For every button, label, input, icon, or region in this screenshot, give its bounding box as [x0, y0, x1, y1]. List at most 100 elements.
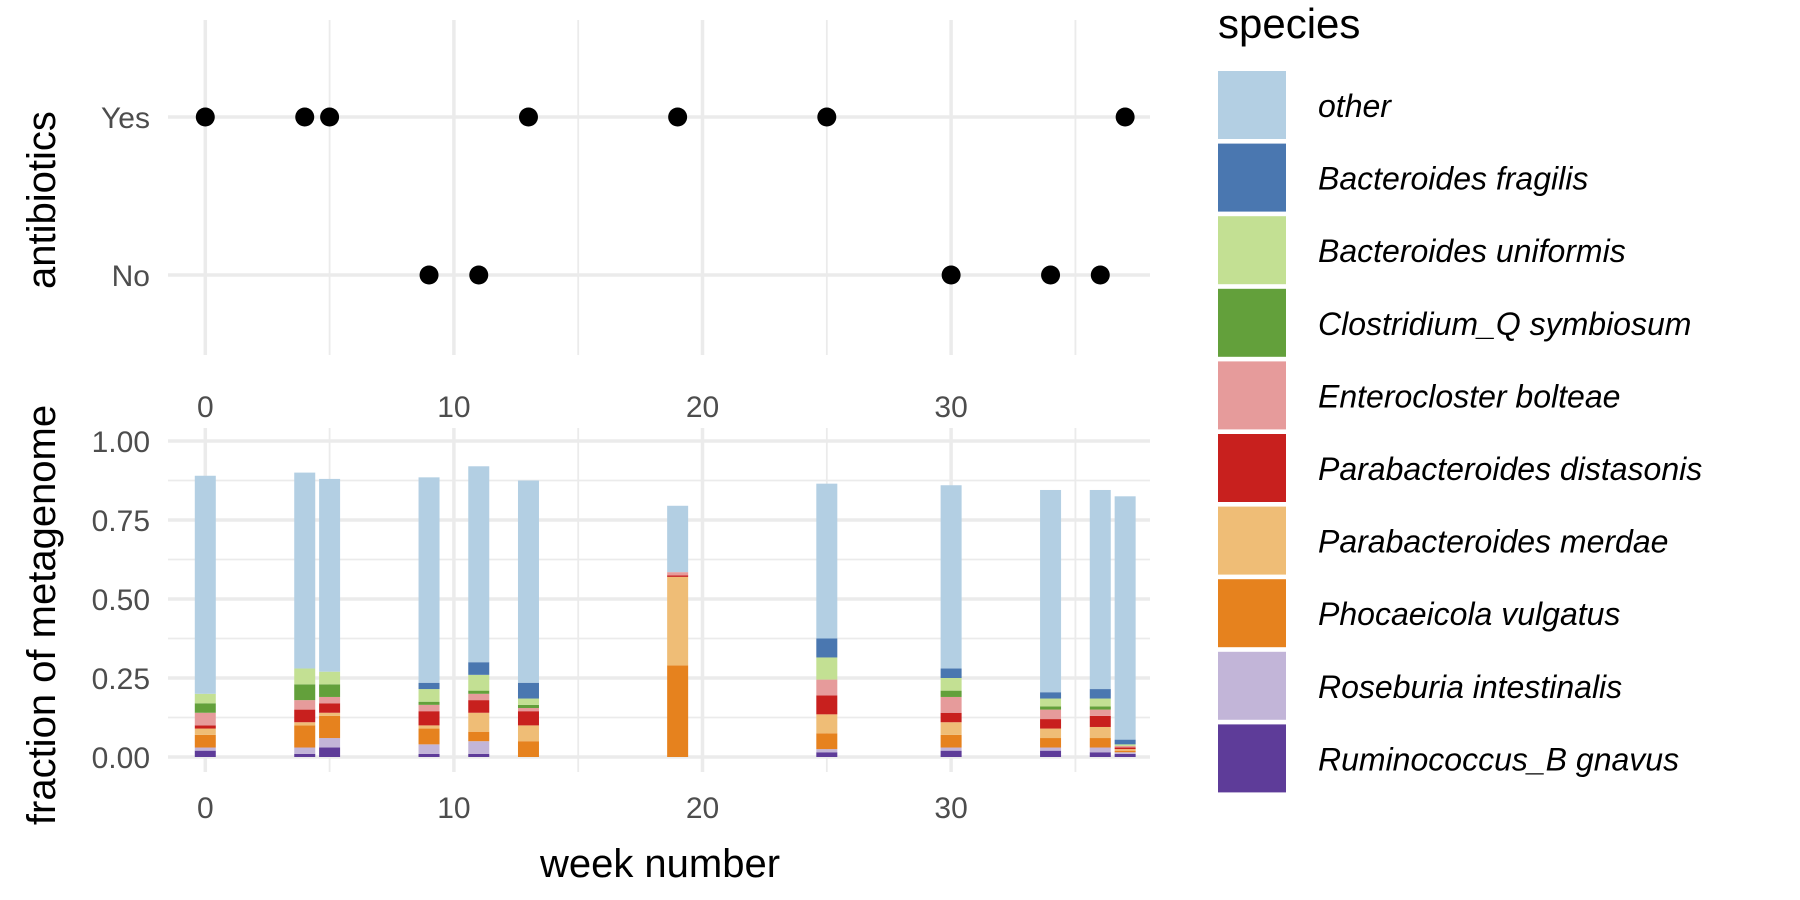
bar-segment: [418, 725, 440, 729]
antibiotics-point: [668, 107, 688, 127]
bar-segment: [816, 679, 838, 696]
bar-segment: [418, 477, 440, 683]
legend-item: other: [1218, 71, 1392, 139]
bar-segment: [194, 703, 216, 713]
bar-segment: [294, 747, 316, 754]
legend-item: Phocaeicola vulgatus: [1218, 579, 1620, 648]
metagenome-y-tick-label: 1.00: [92, 426, 150, 459]
bar-segment: [468, 690, 490, 694]
legend-swatch: [1218, 579, 1286, 648]
bar-segment: [667, 575, 689, 577]
bar-segment: [1089, 747, 1111, 753]
legend-items: other Bacteroides fragilis Bacteroides uni…: [1218, 71, 1702, 793]
bar-segment: [1040, 698, 1062, 707]
bar-segment: [294, 700, 316, 710]
metagenome-y-tick-label: 0.75: [92, 505, 150, 538]
antibiotics-y-tick-labels: No Yes: [101, 102, 150, 293]
bar-segment: [517, 708, 539, 712]
antibiotics-point: [817, 107, 837, 127]
bar-segment: [468, 466, 490, 663]
metagenome-y-tick-label: 0.25: [92, 663, 150, 696]
antibiotics-point: [1041, 265, 1061, 285]
bar-segment: [194, 728, 216, 735]
bar-segment: [1089, 709, 1111, 716]
bar-segment: [1114, 750, 1136, 753]
legend-item: Roseburia intestinalis: [1218, 651, 1622, 720]
bar-segment: [517, 711, 539, 726]
bar-segment: [816, 714, 838, 734]
antibiotics-point: [195, 107, 215, 127]
bar-segment: [1040, 489, 1062, 693]
bar-segment: [940, 690, 962, 697]
bar-segment: [468, 693, 490, 701]
bar-segment: [1114, 753, 1136, 757]
bar-segment: [319, 738, 341, 748]
bar-segment: [468, 741, 490, 754]
legend-title: species: [1218, 0, 1360, 47]
legend-label: Phocaeicola vulgatus: [1318, 596, 1620, 632]
bar-segment: [517, 480, 539, 683]
bar-segment: [816, 657, 838, 680]
bar-segment: [1089, 752, 1111, 757]
bar-segment: [319, 478, 341, 672]
bar-segment: [1040, 706, 1062, 710]
bar-segment: [418, 744, 440, 754]
legend-label: other: [1318, 88, 1392, 124]
bar-segment: [940, 678, 962, 691]
bar-segment: [319, 671, 341, 685]
antibiotics-y-tick-label: No: [112, 260, 150, 293]
metagenome-x-tick-label: 10: [437, 792, 470, 825]
antibiotics-x-tick-label: 0: [197, 391, 214, 424]
bar-segment: [1089, 489, 1111, 690]
bar-segment: [294, 709, 316, 723]
bar-segment: [418, 711, 440, 726]
bar-segment: [1114, 747, 1136, 750]
bar-segment: [194, 750, 216, 757]
legend-label: Parabacteroides merdae: [1318, 524, 1668, 560]
antibiotics-x-tick-label: 30: [934, 391, 967, 424]
legend-item: Bacteroides fragilis: [1218, 143, 1588, 212]
antibiotics-point: [419, 265, 439, 285]
legend-swatch: [1218, 71, 1286, 139]
bar-segment: [940, 734, 962, 748]
bar-segment: [418, 689, 440, 702]
bar-segment: [294, 668, 316, 685]
bar-segment: [294, 684, 316, 701]
bar-segment: [1040, 692, 1062, 699]
metagenome-x-tick-label: 20: [686, 792, 719, 825]
bar-segment: [816, 749, 838, 753]
bar-segment: [816, 695, 838, 715]
bar-segment: [1040, 709, 1062, 720]
bar-segment: [468, 712, 490, 732]
bar-segment: [294, 472, 316, 669]
bar-segment: [517, 741, 539, 757]
bar-segment: [1040, 728, 1062, 739]
bar-segment: [1089, 698, 1111, 707]
bar-segment: [940, 712, 962, 723]
antibiotics-panel: No Yes 0 10 20 30 antibiotics: [20, 20, 1150, 424]
bar-segment: [319, 703, 341, 713]
bar-segment: [667, 665, 689, 757]
bar-segment: [1040, 719, 1062, 729]
legend-item: Bacteroides uniformis: [1218, 216, 1626, 285]
bar-segment: [667, 572, 689, 576]
metagenome-y-tick-label: 0.00: [92, 742, 150, 775]
bar-segment: [1114, 496, 1136, 740]
legend-label: Bacteroides uniformis: [1318, 233, 1626, 269]
antibiotics-point: [518, 107, 538, 127]
bar-segment: [194, 734, 216, 748]
bar-segment: [1089, 738, 1111, 748]
bar-segment: [294, 753, 316, 757]
metagenome-bars: [194, 466, 1136, 757]
bar-segment: [816, 638, 838, 658]
metagenome-y-axis-title: fraction of metagenome: [20, 405, 64, 825]
bar-segment: [418, 728, 440, 745]
bar-segment: [1114, 749, 1136, 751]
bar-segment: [294, 725, 316, 748]
bar-segment: [1114, 744, 1136, 746]
metagenome-y-tick-labels: 0.00 0.25 0.50 0.75 1.00: [92, 426, 150, 775]
metagenome-x-axis-title: week number: [539, 842, 780, 886]
bar-segment: [940, 668, 962, 678]
metagenome-x-tick-label: 30: [934, 792, 967, 825]
metagenome-panel: 0.00 0.25 0.50 0.75 1.00 0 10 20 30 fraction of…: [20, 405, 1150, 886]
